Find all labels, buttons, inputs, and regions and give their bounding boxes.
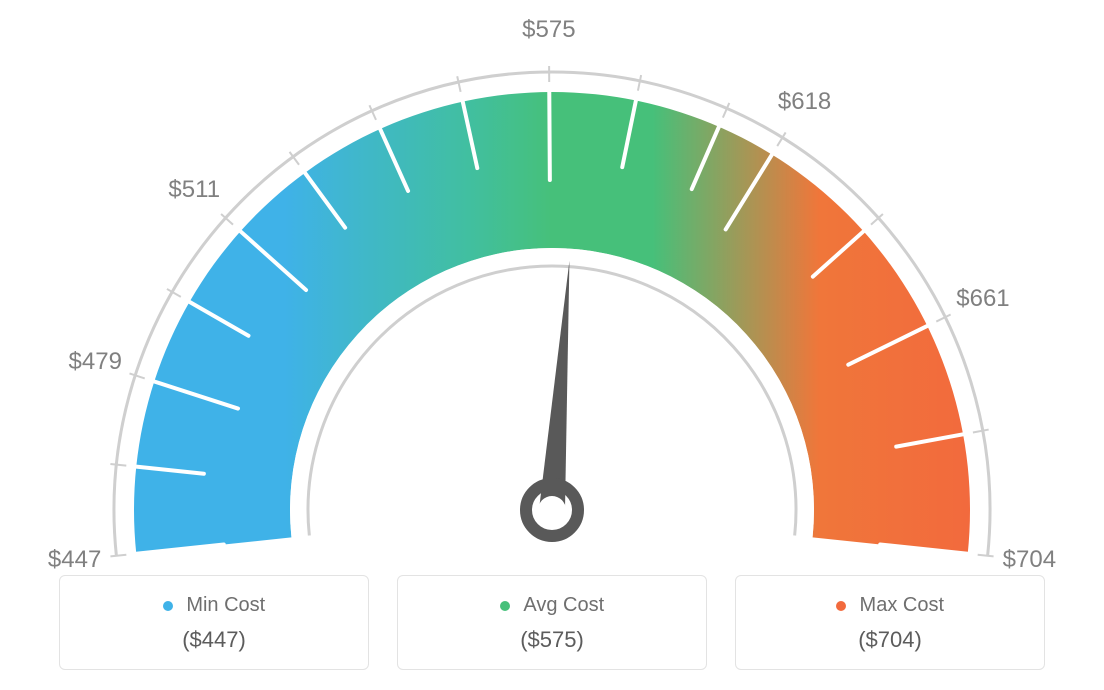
legend-label-text-max: Max Cost (860, 594, 944, 616)
legend-value-min: ($447) (70, 627, 358, 653)
tick-label: $575 (522, 16, 575, 44)
tick-label: $704 (1003, 546, 1056, 574)
gauge-chart: $447$479$511$575$618$661$704 (0, 0, 1104, 560)
legend-card-max: Max Cost ($704) (735, 575, 1045, 670)
legend-label-max: Max Cost (746, 594, 1034, 617)
tick-label: $661 (956, 285, 1009, 313)
legend-dot-min (163, 601, 173, 611)
legend-value-max: ($704) (746, 627, 1034, 653)
legend-value-avg: ($575) (408, 627, 696, 653)
legend-card-avg: Avg Cost ($575) (397, 575, 707, 670)
legend-label-text-min: Min Cost (186, 594, 265, 616)
tick-label: $618 (778, 88, 831, 116)
legend-label-text-avg: Avg Cost (523, 594, 604, 616)
cost-gauge-widget: $447 $479 $511 $575 $618 $661 $704 Min Cost ($… (0, 0, 1104, 690)
legend-card-min: Min Cost ($447) (59, 575, 369, 670)
legend-row: Min Cost ($447) Avg Cost ($575) Max Cost… (0, 575, 1104, 670)
legend-label-avg: Avg Cost (408, 594, 696, 617)
legend-label-min: Min Cost (70, 594, 358, 617)
tick-label: $511 (168, 176, 220, 204)
tick-label: $447 (48, 546, 101, 574)
tick-label: $479 (69, 348, 122, 376)
legend-dot-max (836, 601, 846, 611)
legend-dot-avg (500, 601, 510, 611)
gauge-svg (0, 0, 1104, 560)
